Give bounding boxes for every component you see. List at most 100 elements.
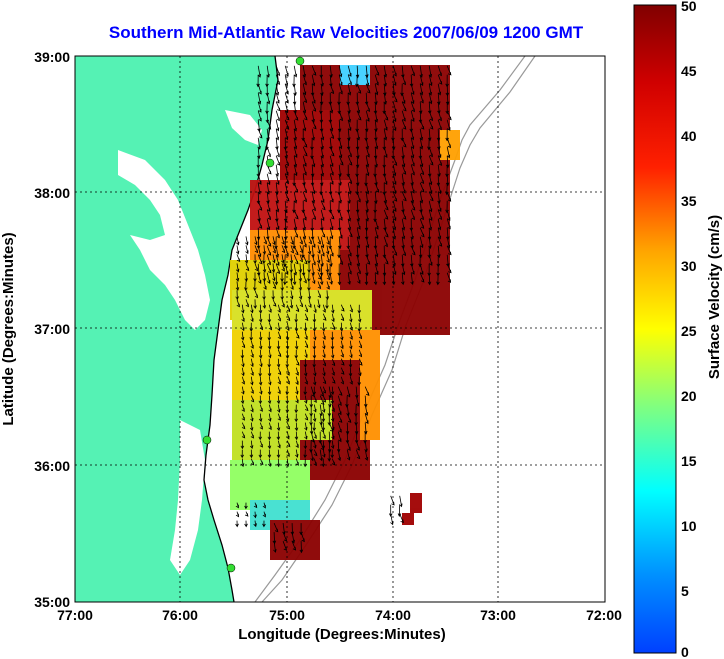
velocity-arrow bbox=[410, 83, 415, 96]
velocity-arrow bbox=[320, 128, 325, 141]
velocity-arrow bbox=[250, 376, 254, 386]
velocity-arrow bbox=[250, 349, 254, 358]
velocity-arrow bbox=[312, 313, 317, 323]
velocity-arrow bbox=[329, 101, 334, 114]
velocity-arrow bbox=[285, 413, 290, 423]
plot-frame bbox=[74, 55, 606, 603]
velocity-arrow bbox=[401, 245, 407, 257]
velocity-arrow bbox=[419, 263, 424, 275]
velocity-arrow bbox=[349, 331, 353, 340]
velocity-arrow bbox=[307, 263, 311, 274]
velocity-arrow bbox=[302, 272, 307, 284]
velocity-arrow bbox=[340, 313, 345, 322]
velocity-arrow bbox=[275, 173, 280, 186]
velocity-arrow bbox=[284, 101, 289, 114]
velocity-arrow bbox=[313, 440, 317, 449]
velocity-arrow bbox=[365, 110, 370, 122]
velocity-arrow bbox=[304, 413, 309, 421]
velocity-arrow bbox=[293, 182, 299, 193]
velocity-arrow bbox=[272, 245, 276, 254]
velocity-arrow bbox=[365, 146, 370, 158]
colorbar: 50 45 40 35 30 25 20 15 10 5 0 Surface V… bbox=[633, 0, 723, 659]
velocity-arrow bbox=[241, 313, 245, 322]
velocity-arrow bbox=[235, 281, 240, 291]
x-tick-label: 77:00 bbox=[57, 607, 93, 623]
velocity-arrow bbox=[295, 386, 299, 395]
velocity-arrow bbox=[299, 299, 304, 308]
velocity-arrow bbox=[330, 440, 335, 450]
velocity-arrow bbox=[392, 74, 397, 87]
velocity-arrow bbox=[236, 299, 240, 308]
velocity-arrow bbox=[302, 74, 307, 86]
velocity-arrow bbox=[383, 110, 389, 121]
velocity-arrow bbox=[302, 110, 308, 121]
velocity-arrow bbox=[326, 281, 330, 290]
velocity-arrow bbox=[307, 254, 311, 265]
velocity-arrow bbox=[254, 236, 258, 246]
velocity-arrow bbox=[266, 254, 271, 266]
velocity-arrow bbox=[428, 173, 433, 186]
velocity-arrow bbox=[277, 322, 281, 332]
velocity-arrow bbox=[320, 191, 325, 203]
velocity-arrow bbox=[340, 367, 345, 375]
velocity-arrow bbox=[258, 340, 263, 350]
velocity-arrow bbox=[266, 236, 272, 247]
velocity-arrow bbox=[357, 313, 362, 323]
velocity-arrow bbox=[383, 200, 389, 211]
velocity-arrow bbox=[401, 74, 406, 86]
velocity-arrow bbox=[446, 119, 451, 131]
velocity-arrow bbox=[437, 83, 442, 96]
velocity-arrow bbox=[401, 119, 407, 130]
velocity-arrow bbox=[253, 511, 257, 519]
velocity-arrow bbox=[390, 495, 395, 506]
velocity-arrow bbox=[331, 431, 335, 440]
velocity-arrow bbox=[346, 449, 351, 461]
velocity-arrow bbox=[258, 331, 263, 341]
velocity-arrow bbox=[347, 119, 352, 132]
velocity-arrow bbox=[262, 272, 267, 283]
velocity-arrow bbox=[235, 245, 240, 255]
velocity-arrow bbox=[400, 83, 404, 97]
velocity-arrow bbox=[253, 299, 257, 310]
velocity-arrow bbox=[311, 209, 317, 220]
velocity-arrow bbox=[319, 272, 324, 286]
velocity-arrow bbox=[364, 404, 369, 416]
velocity-arrow bbox=[317, 245, 321, 255]
velocity-arrow bbox=[428, 254, 433, 266]
velocity-arrow bbox=[272, 272, 276, 282]
velocity-arrow bbox=[338, 74, 343, 86]
velocity-arrow bbox=[298, 272, 303, 282]
velocity-arrow bbox=[355, 440, 360, 451]
velocity-arrow bbox=[330, 331, 335, 341]
velocity-arrow bbox=[286, 440, 291, 448]
velocity-arrow bbox=[356, 236, 361, 249]
station-marker bbox=[202, 435, 212, 445]
velocity-arrow bbox=[331, 304, 335, 314]
velocity-arrow bbox=[235, 502, 239, 509]
velocity-arrow bbox=[257, 110, 262, 122]
velocity-arrow bbox=[311, 254, 316, 266]
velocity-arrow bbox=[349, 322, 353, 331]
velocity-arrow bbox=[277, 413, 281, 421]
velocity-arrow bbox=[257, 173, 262, 185]
velocity-arrow bbox=[253, 254, 257, 265]
velocity-arrow bbox=[311, 236, 316, 248]
velocity-arrow bbox=[284, 119, 290, 130]
velocity-arrow bbox=[241, 304, 245, 314]
velocity-arrow bbox=[325, 290, 330, 301]
velocity-arrow bbox=[266, 245, 272, 256]
velocity-arrow bbox=[364, 272, 369, 286]
station-marker bbox=[295, 56, 305, 66]
velocity-arrow bbox=[275, 74, 281, 85]
grid bbox=[75, 56, 605, 602]
velocity-arrow bbox=[330, 395, 335, 405]
velocity-arrow bbox=[244, 502, 248, 510]
velocity-arrow bbox=[427, 272, 432, 286]
velocity-arrow bbox=[419, 119, 425, 130]
velocity-arrow bbox=[401, 227, 406, 240]
velocity-arrow bbox=[410, 146, 415, 159]
velocity-arrow bbox=[428, 155, 434, 166]
velocity-arrow bbox=[338, 110, 343, 122]
velocity-arrow bbox=[310, 431, 315, 443]
velocity-arrow bbox=[241, 386, 245, 395]
